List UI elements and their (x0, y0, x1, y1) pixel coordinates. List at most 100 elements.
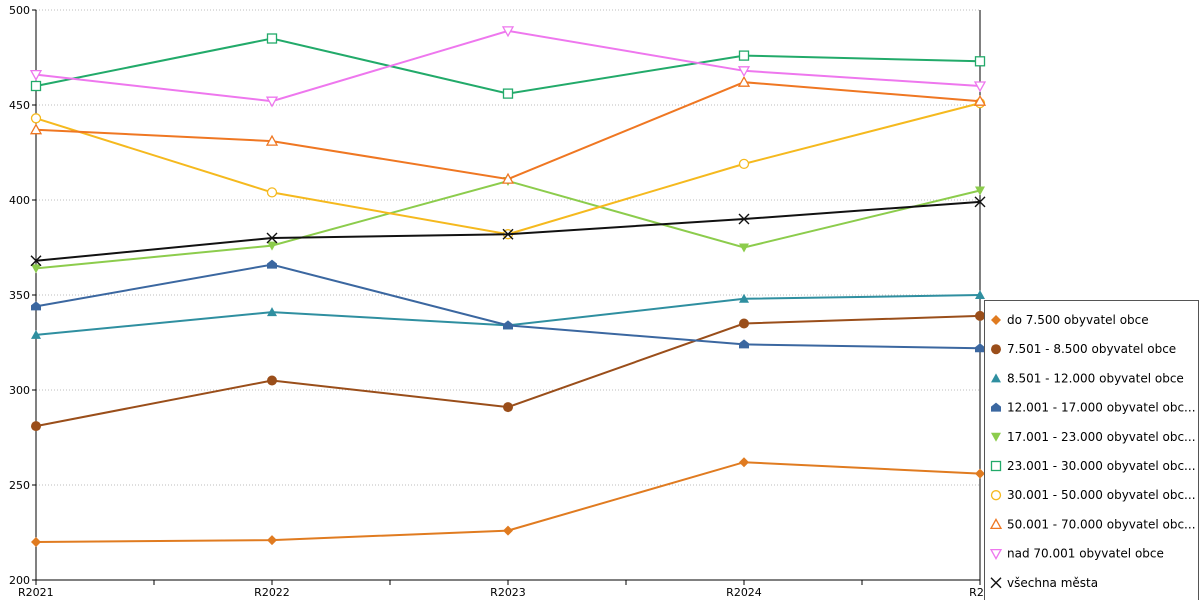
legend-item[interactable]: všechna města (990, 576, 1098, 590)
data-point (266, 33, 278, 44)
series-lines (29, 26, 987, 547)
data-point (31, 264, 41, 274)
y-tick-label: 300 (9, 384, 30, 397)
series-1 (31, 310, 985, 432)
data-point (739, 457, 749, 468)
data-point (266, 232, 278, 244)
data-point (267, 259, 277, 269)
data-point (739, 293, 749, 303)
legend-item[interactable]: do 7.500 obyvatel obce (991, 313, 1149, 327)
series-3 (31, 259, 985, 353)
data-point (503, 320, 513, 330)
data-point (31, 537, 41, 547)
data-point (737, 75, 751, 87)
data-point (29, 123, 43, 135)
data-point (973, 94, 987, 106)
data-point (973, 81, 987, 93)
data-point (739, 318, 749, 329)
legend-item[interactable]: 23.001 - 30.000 obyvatel obc... (990, 459, 1196, 473)
series-5 (30, 33, 986, 99)
y-tick-label: 200 (9, 574, 30, 587)
legend-label: všechna města (1007, 576, 1098, 590)
y-tick-label: 500 (9, 4, 30, 17)
data-point (737, 66, 751, 78)
data-point (265, 134, 279, 146)
y-tick-label: 400 (9, 194, 30, 207)
series-6 (30, 97, 986, 240)
data-point (30, 113, 42, 124)
legend-marker (990, 577, 1002, 589)
grid-lines (36, 9, 980, 486)
x-tick-label: R2024 (726, 586, 762, 599)
legend-label: 30.001 - 50.000 obyvatel obc... (1007, 488, 1196, 502)
data-point (29, 69, 43, 81)
x-tick-label: R2021 (18, 586, 54, 599)
legend-marker (991, 315, 1001, 325)
legend-item[interactable]: 7.501 - 8.500 obyvatel obce (991, 342, 1176, 356)
data-point (501, 172, 515, 184)
legend-label: 7.501 - 8.500 obyvatel obce (1007, 342, 1176, 356)
data-point (501, 26, 515, 38)
legend-label: do 7.500 obyvatel obce (1007, 313, 1149, 327)
data-point (738, 158, 750, 170)
legend: do 7.500 obyvatel obce 7.501 - 8.500 obyv… (984, 300, 1199, 600)
series-7 (29, 75, 987, 184)
data-point (975, 468, 985, 479)
data-point (31, 301, 41, 311)
data-point (31, 329, 41, 339)
data-point (738, 50, 750, 61)
legend-marker (991, 402, 1001, 412)
legend-item[interactable]: 12.001 - 17.000 obyvatel obc... (991, 401, 1196, 415)
data-point (31, 421, 41, 432)
axes: 200 250 300 350 400 450 500 R2021 R2022 R2023 R202… (9, 4, 991, 599)
legend-label: 17.001 - 23.000 obyvatel obc... (1007, 430, 1196, 444)
data-point (975, 290, 985, 299)
legend-box (984, 300, 1199, 600)
series-0 (31, 457, 985, 547)
data-point (975, 343, 985, 353)
legend-label: 50.001 - 70.000 obyvatel obc... (1007, 517, 1196, 531)
data-point (267, 535, 277, 546)
legend-marker (991, 432, 1001, 442)
data-point (266, 187, 278, 198)
y-tick-label: 250 (9, 479, 30, 492)
legend-item[interactable]: 30.001 - 50.000 obyvatel obc... (990, 488, 1196, 502)
legend-label: 23.001 - 30.000 obyvatel obc... (1007, 459, 1196, 473)
legend-label: 12.001 - 17.000 obyvatel obc... (1007, 401, 1196, 415)
legend-marker (991, 344, 1001, 355)
legend-item[interactable]: 50.001 - 70.000 obyvatel obc... (989, 517, 1196, 531)
legend-marker (990, 490, 1002, 501)
data-point (502, 88, 514, 99)
series-2 (31, 290, 985, 339)
legend-marker (989, 518, 1003, 530)
data-point (975, 186, 985, 196)
data-point (503, 402, 513, 413)
legend-label: nad 70.001 obyvatel obce (1007, 547, 1164, 561)
legend-item[interactable]: 17.001 - 23.000 obyvatel obc... (991, 430, 1196, 444)
series-9 (30, 196, 986, 267)
legend-marker (991, 373, 1001, 383)
y-tick-label: 450 (9, 99, 30, 112)
series-4 (31, 177, 985, 274)
legend-item[interactable]: 8.501 - 12.000 obyvatel obce (991, 371, 1184, 385)
legend-item[interactable]: nad 70.001 obyvatel obce (989, 547, 1164, 561)
data-point (739, 339, 749, 349)
legend-marker (989, 548, 1003, 560)
data-point (267, 375, 277, 386)
data-point (974, 56, 986, 67)
x-tick-label: R2023 (490, 586, 526, 599)
data-point (738, 213, 750, 225)
data-point (975, 310, 985, 321)
series-line (35, 263, 981, 350)
series-8 (29, 26, 987, 108)
series-line (35, 102, 981, 236)
x-tick-label: R2022 (254, 586, 290, 599)
series-line (35, 179, 981, 270)
legend-label: 8.501 - 12.000 obyvatel obce (1007, 371, 1184, 385)
data-point (974, 196, 986, 208)
data-point (267, 241, 277, 251)
data-point (502, 228, 514, 240)
y-tick-label: 350 (9, 289, 30, 302)
data-point (265, 96, 279, 108)
